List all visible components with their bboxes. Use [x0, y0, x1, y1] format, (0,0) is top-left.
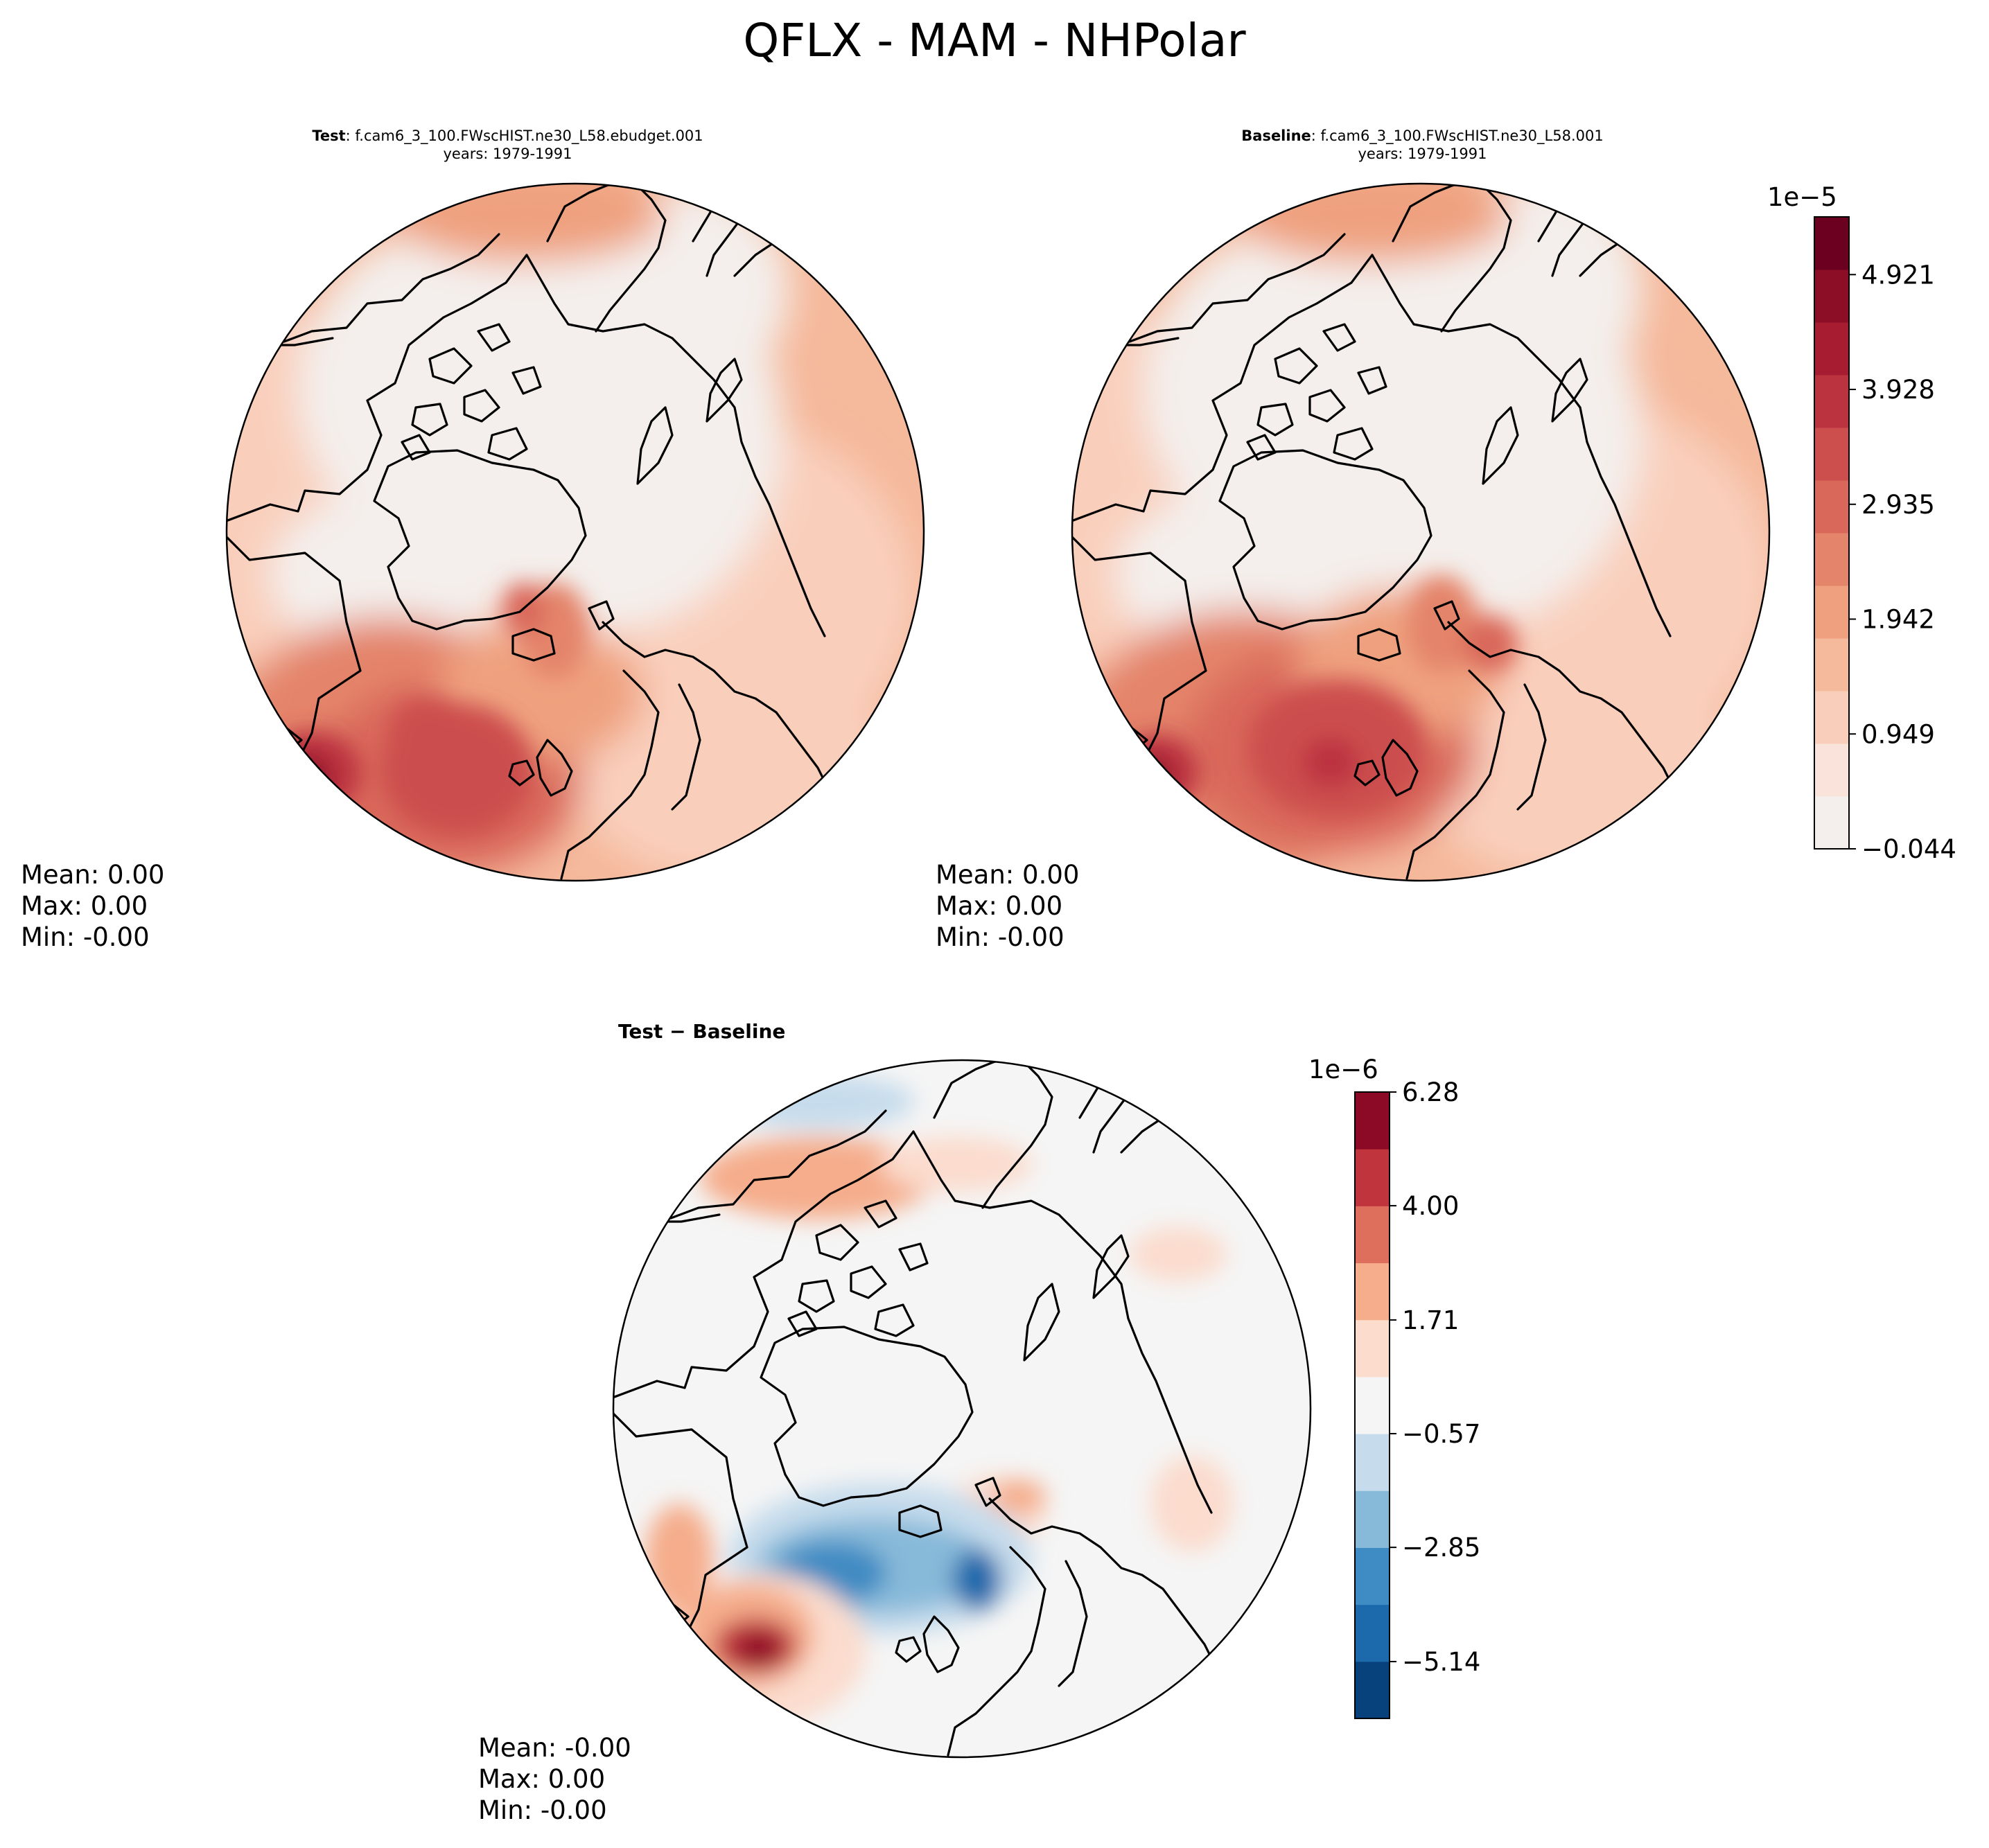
baseline-map — [1071, 182, 1771, 882]
test-min: Min: -0.00 — [21, 922, 150, 952]
main-colorbar-tick-label: 4.921 — [1861, 260, 1935, 290]
diff-colorbar-segment — [1355, 1604, 1390, 1662]
diff-colorbar-tick-label: 1.71 — [1402, 1305, 1459, 1335]
diff-colorbar-tick-label: −5.14 — [1402, 1647, 1480, 1677]
baseline-mean: Mean: 0.00 — [936, 860, 1080, 890]
test-label: Test — [312, 127, 346, 144]
diff-colorbar-segment — [1355, 1376, 1390, 1434]
main-colorbar-segment — [1814, 691, 1849, 744]
test-stats: Mean: 0.00 Max: 0.00 Min: -0.00 — [21, 859, 164, 953]
main-colorbar-segment — [1814, 796, 1849, 850]
main-colorbar-tick-label: 1.942 — [1861, 605, 1935, 635]
diff-colorbar-tick-label: 4.00 — [1402, 1191, 1459, 1221]
diff-min: Min: -0.00 — [478, 1795, 607, 1825]
diff-mean: Mean: -0.00 — [478, 1733, 631, 1763]
diff-colorbar-segment — [1355, 1092, 1390, 1150]
diff-colorbar-frame — [1354, 1091, 1390, 1719]
main-colorbar-segment — [1814, 480, 1849, 534]
test-max: Max: 0.00 — [21, 891, 148, 921]
main-colorbar-segment — [1814, 375, 1849, 428]
diff-map — [612, 1059, 1312, 1759]
main-colorbar: 4.921 3.928 2.935 1.942 0.949 −0.044 — [1814, 216, 1956, 864]
diff-colorbar-segment — [1355, 1490, 1390, 1548]
test-panel-title: Test: f.cam6_3_100.FWscHIST.ne30_L58.ebu… — [246, 127, 769, 163]
baseline-min: Min: -0.00 — [936, 922, 1064, 952]
baseline-case: : f.cam6_3_100.FWscHIST.ne30_L58.001 — [1311, 127, 1604, 144]
diff-max: Max: 0.00 — [478, 1764, 606, 1794]
diff-colorbar-segment — [1355, 1262, 1390, 1321]
baseline-label: Baseline — [1241, 127, 1311, 144]
baseline-stats: Mean: 0.00 Max: 0.00 Min: -0.00 — [936, 859, 1079, 953]
test-case: : f.cam6_3_100.FWscHIST.ne30_L58.ebudget… — [345, 127, 703, 144]
main-colorbar-segment — [1814, 217, 1849, 270]
main-colorbar-tick-label: 0.949 — [1861, 719, 1935, 749]
main-colorbar-tick-label: 3.928 — [1861, 375, 1935, 405]
main-colorbar-segment — [1814, 533, 1849, 586]
test-map — [225, 182, 925, 882]
main-colorbar-segment — [1814, 743, 1849, 797]
diff-colorbar-exponent: 1e−6 — [1308, 1055, 1378, 1084]
diff-colorbar-tick-label: 6.28 — [1402, 1077, 1459, 1107]
diff-colorbar: 6.28 4.00 1.71 −0.57 −2.85 −5.14 — [1354, 1077, 1480, 1719]
main-colorbar-tick-label: 2.935 — [1861, 490, 1935, 520]
diff-colorbar-segment — [1355, 1547, 1390, 1605]
diff-stats: Mean: -0.00 Max: 0.00 Min: -0.00 — [478, 1732, 631, 1826]
baseline-years: years: 1979-1991 — [1358, 146, 1487, 162]
baseline-max: Max: 0.00 — [936, 891, 1063, 921]
diff-colorbar-tick-label: −0.57 — [1402, 1419, 1480, 1449]
diff-colorbar-segment — [1355, 1434, 1390, 1491]
test-years: years: 1979-1991 — [443, 146, 572, 162]
diff-colorbar-segment — [1355, 1661, 1390, 1719]
main-colorbar-frame — [1814, 216, 1850, 850]
main-colorbar-exponent: 1e−5 — [1767, 182, 1837, 212]
baseline-panel-title: Baseline: f.cam6_3_100.FWscHIST.ne30_L58… — [1161, 127, 1684, 163]
main-colorbar-segment — [1814, 428, 1849, 481]
main-colorbar-segment — [1814, 586, 1849, 639]
diff-colorbar-segment — [1355, 1319, 1390, 1378]
diff-colorbar-segment — [1355, 1149, 1390, 1206]
diff-colorbar-tick-label: −2.85 — [1402, 1533, 1480, 1563]
diff-colorbar-segment — [1355, 1206, 1390, 1264]
main-colorbar-tick-label: −0.044 — [1861, 834, 1956, 864]
main-colorbar-segment — [1814, 638, 1849, 692]
main-colorbar-segment — [1814, 322, 1849, 376]
test-mean: Mean: 0.00 — [21, 860, 165, 890]
main-colorbar-segment — [1814, 270, 1849, 323]
diff-panel-title: Test − Baseline — [618, 1020, 786, 1043]
figure-title: QFLX - MAM - NHPolar — [743, 14, 1246, 67]
